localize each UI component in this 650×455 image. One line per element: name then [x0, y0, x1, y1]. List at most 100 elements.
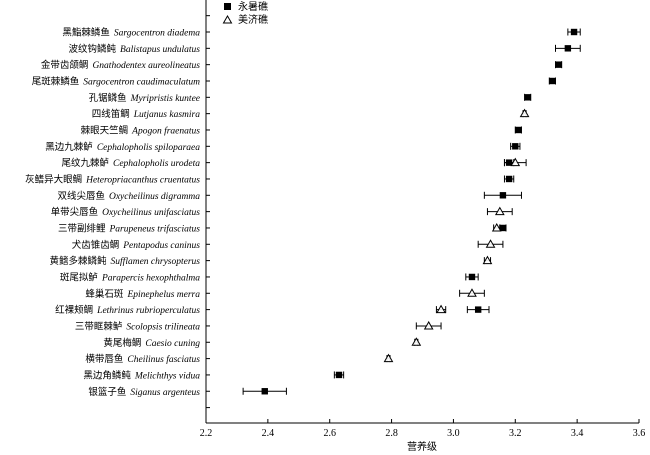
species-label: 黑边九棘鲈 Cephalopholis spiloparaea	[45, 141, 200, 153]
point-square	[549, 77, 556, 85]
species-common-name: 银篮子鱼	[88, 386, 126, 398]
species-label: 波纹钩鳞鲀 Balistapus undulatus	[69, 43, 201, 55]
species-label: 灰鳍异大眼鲷 Heteropriacanthus cruentatus	[25, 173, 200, 185]
legend-triangle-marker	[222, 14, 233, 24]
point-square	[555, 61, 562, 68]
species-common-name: 三带眶棘鲈	[75, 320, 123, 332]
point-triangle	[494, 206, 505, 216]
point-triangle	[485, 239, 496, 248]
species-label: 横带唇鱼 Cheilinus fasciatus	[85, 353, 200, 365]
species-common-name: 黑边九棘鲈	[45, 141, 93, 153]
species-scientific-name: Pentapodus caninus	[122, 241, 200, 251]
x-axis-label: 营养级	[407, 440, 437, 453]
species-common-name: 棘眼天竺鲷	[81, 124, 129, 136]
species-label: 四线笛鲷 Lutjanus kasmira	[92, 108, 201, 120]
species-label: 黑鮨棘鳞鱼 Sargocentron diadema	[62, 27, 200, 39]
species-label: 红裸颊鲷 Lethrinus rubrioperculatus	[55, 304, 200, 316]
species-label: 犬齿锥齿鲷 Pentapodus caninus	[72, 239, 201, 251]
species-common-name: 黄尾梅鲷	[103, 337, 141, 349]
point-square	[505, 175, 513, 183]
species-common-name: 三带副绯鲤	[58, 222, 106, 234]
x-tick-label: 3.4	[571, 428, 584, 439]
point-triangle	[510, 157, 521, 167]
species-common-name: 四线笛鲷	[92, 108, 130, 120]
point-square	[515, 126, 522, 134]
species-scientific-name: Sufflamen chrysopterus	[111, 256, 201, 267]
x-tick-label: 2.4	[262, 428, 275, 439]
species-label: 黄鳍多棘鳞鲀 Sufflamen chrysopterus	[50, 255, 201, 267]
species-scientific-name: Cheilinus fasciatus	[127, 354, 200, 365]
legend-label-yongshu: 永暑礁	[238, 0, 268, 13]
species-label: 单带尖唇鱼 Oxycheilinus unifasciatus	[51, 206, 201, 218]
species-scientific-name: Parupeneus trifasciatus	[108, 223, 200, 234]
x-tick-label: 2.2	[200, 428, 213, 439]
species-common-name: 斑尾拟鲈	[60, 271, 98, 283]
species-scientific-name: Siganus argenteus	[130, 388, 200, 398]
species-scientific-name: Epinephelus merra	[126, 290, 200, 300]
y-ticks	[206, 15, 210, 409]
species-scientific-name: Myripristis kuntee	[130, 94, 200, 104]
species-label: 金带齿颌鲷 Gnathodentex aureolineatus	[41, 59, 200, 71]
point-square	[564, 45, 572, 52]
species-common-name: 波纹钩鳞鲀	[69, 43, 117, 55]
species-scientific-name: Scolopsis trilineata	[126, 322, 200, 332]
plot-frame	[205, 0, 639, 424]
species-label: 尾斑棘鳞鱼 Sargocentron caudimaculatum	[32, 75, 200, 87]
species-common-name: 黑鮨棘鳞鱼	[62, 27, 110, 39]
point-square	[335, 371, 343, 379]
species-common-name: 灰鳍异大眼鲷	[25, 173, 82, 185]
species-label: 双线尖唇鱼 Oxycheilinus digramma	[57, 190, 200, 202]
legend: 永暑礁 美济礁	[222, 0, 268, 26]
species-scientific-name: Caesio cuning	[145, 339, 200, 349]
species-label: 黑边角鳞鲀 Melichthys vidua	[83, 369, 200, 381]
species-common-name: 红裸颊鲷	[55, 304, 93, 316]
point-triangle	[383, 353, 394, 363]
point-square	[512, 143, 519, 150]
point-triangle	[436, 304, 446, 314]
species-common-name: 蜂巢石斑	[85, 288, 124, 300]
x-tick-label: 2.6	[323, 428, 336, 439]
species-common-name: 金带齿颌鲷	[41, 59, 89, 71]
species-scientific-name: Sargocentron diadema	[114, 29, 200, 39]
species-label: 尾纹九棘鲈 Cephalopholis urodeta	[61, 157, 200, 169]
species-common-name: 犬齿锥齿鲷	[72, 239, 120, 251]
point-triangle	[491, 222, 502, 232]
x-tick-label: 2.8	[385, 428, 398, 439]
species-label: 银篮子鱼 Siganus argenteus	[88, 386, 200, 398]
species-common-name: 双线尖唇鱼	[57, 190, 105, 202]
species-scientific-name: Balistapus undulatus	[120, 45, 200, 55]
point-square	[468, 273, 476, 281]
point-triangle	[467, 288, 477, 297]
point-square	[499, 192, 507, 199]
species-scientific-name: Gnathodentex aureolineatus	[92, 61, 200, 71]
legend-label-meiji: 美济礁	[238, 13, 268, 26]
species-label: 棘眼天竺鲷 Apogon fraenatus	[81, 124, 201, 136]
species-scientific-name: Parapercis hexophthalma	[101, 273, 200, 283]
species-scientific-name: Melichthys vidua	[134, 371, 200, 381]
point-triangle	[519, 108, 530, 118]
species-scientific-name: Cephalopholis spiloparaea	[97, 143, 200, 153]
species-common-name: 单带尖唇鱼	[51, 206, 99, 218]
species-label: 三带副绯鲤 Parupeneus trifasciatus	[58, 222, 200, 234]
y-tick-labels: 黑鮨棘鳞鱼 Sargocentron diadema 波纹钩鳞鲀 Balistapus…	[25, 27, 200, 398]
point-triangle	[423, 320, 434, 330]
species-scientific-name: Lutjanus kasmira	[133, 110, 200, 120]
species-scientific-name: Oxycheilinus unifasciatus	[102, 207, 200, 218]
x-ticks: 2.2 2.4 2.6 2.8 3.0 3.2 3.4 3.6	[200, 419, 645, 439]
species-scientific-name: Apogon fraenatus	[131, 125, 200, 136]
point-square	[474, 306, 482, 313]
species-common-name: 孔锯鳞鱼	[89, 92, 127, 104]
point-square	[261, 388, 268, 395]
species-scientific-name: Sargocentron caudimaculatum	[83, 77, 200, 87]
species-label: 蜂巢石斑 Epinephelus merra	[85, 288, 200, 300]
point-triangle	[411, 337, 422, 346]
species-label: 斑尾拟鲈 Parapercis hexophthalma	[60, 271, 200, 283]
point-square	[524, 94, 531, 101]
species-label: 黄尾梅鲷 Caesio cuning	[103, 337, 200, 349]
x-tick-label: 3.2	[509, 428, 522, 439]
species-label: 三带眶棘鲈 Scolopsis trilineata	[75, 320, 200, 332]
species-common-name: 尾斑棘鳞鱼	[32, 75, 80, 87]
species-scientific-name: Oxycheilinus digramma	[109, 192, 200, 202]
species-common-name: 黑边角鳞鲀	[83, 369, 131, 381]
